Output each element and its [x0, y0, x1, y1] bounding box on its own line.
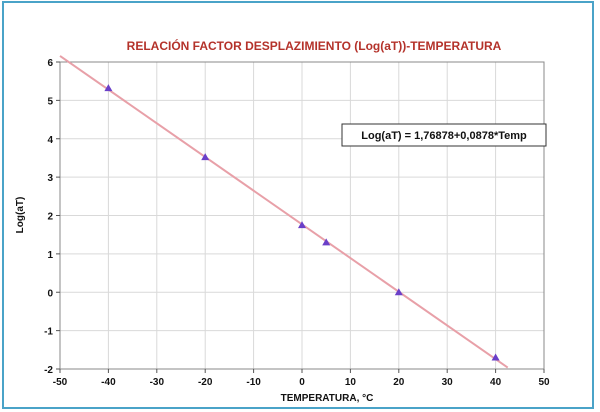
chart-frame: RELACIÓN FACTOR DESPLAZIMIENTO (Log(aT))…	[2, 1, 594, 409]
x-tick-label: -20	[198, 377, 213, 388]
grid	[60, 62, 544, 369]
chart-svg: RELACIÓN FACTOR DESPLAZIMIENTO (Log(aT))…	[15, 38, 550, 404]
y-tick-label: 5	[47, 96, 53, 107]
equation-annotation: Log(aT) = 1,76878+0,0878*Temp	[341, 123, 547, 147]
y-tick-label: 0	[47, 288, 53, 299]
x-tick-label: 30	[442, 377, 454, 388]
data-point-triangle	[322, 238, 331, 246]
x-tick-label: -10	[246, 377, 261, 388]
y-tick-label: 4	[47, 135, 53, 146]
fit-line-group	[59, 55, 509, 369]
x-tick-label: -50	[53, 377, 68, 388]
x-tick-label: -40	[101, 377, 116, 388]
x-tick-label: 50	[538, 377, 550, 388]
data-point-triangle	[491, 353, 500, 361]
x-tick-label: 40	[490, 377, 502, 388]
y-tick-label: 2	[47, 212, 53, 223]
y-tick-label: -1	[44, 327, 53, 338]
y-tick-label: -2	[44, 365, 53, 376]
data-point-triangle	[394, 288, 403, 296]
data-point-triangle	[104, 84, 113, 92]
fit-line	[59, 55, 509, 369]
x-axis-label: TEMPERATURA, °C	[281, 393, 374, 404]
y-tick-label: 3	[47, 173, 53, 184]
y-axis-label: Log(aT)	[15, 197, 26, 234]
x-tick-label: 0	[299, 377, 305, 388]
y-tick-label: 6	[47, 58, 53, 69]
x-tick-label: 20	[393, 377, 405, 388]
equation-label: Log(aT) = 1,76878+0,0878*Temp	[361, 130, 527, 142]
data-point-triangle	[298, 221, 306, 229]
y-tick-label: 1	[47, 250, 53, 261]
equation-box	[341, 123, 547, 147]
data-point-triangle	[201, 153, 210, 161]
chart-title: RELACIÓN FACTOR DESPLAZIMIENTO (Log(aT))…	[127, 38, 502, 53]
x-tick-label: 10	[345, 377, 357, 388]
data-points	[104, 84, 500, 361]
x-tick-label: -30	[150, 377, 165, 388]
